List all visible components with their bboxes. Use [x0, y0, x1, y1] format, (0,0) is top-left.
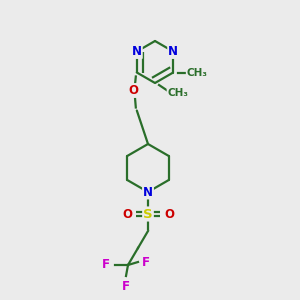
- Text: F: F: [122, 280, 130, 292]
- Text: N: N: [143, 185, 153, 199]
- Text: S: S: [143, 208, 153, 220]
- Text: O: O: [129, 84, 139, 97]
- Text: F: F: [142, 256, 150, 268]
- Text: N: N: [168, 45, 178, 58]
- Text: O: O: [164, 208, 174, 220]
- Text: N: N: [132, 45, 142, 58]
- Text: CH₃: CH₃: [167, 88, 188, 98]
- Text: CH₃: CH₃: [187, 68, 208, 77]
- Text: O: O: [122, 208, 132, 220]
- Text: F: F: [102, 259, 110, 272]
